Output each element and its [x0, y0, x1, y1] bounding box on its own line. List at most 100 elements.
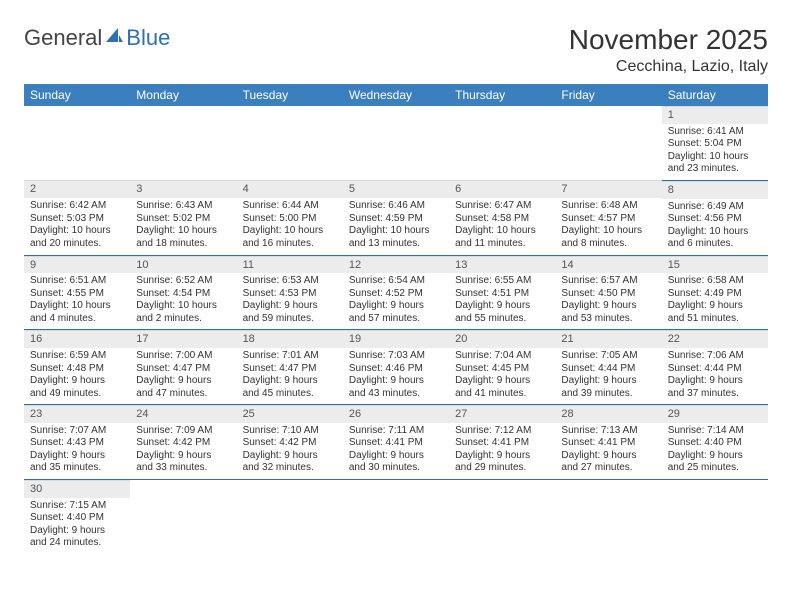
- day-number: 14: [555, 256, 661, 274]
- sunset-text: Sunset: 4:41 PM: [455, 437, 549, 450]
- sunset-text: Sunset: 4:52 PM: [349, 288, 443, 301]
- calendar-cell: 26Sunrise: 7:11 AMSunset: 4:41 PMDayligh…: [343, 405, 449, 480]
- page-title: November 2025: [569, 24, 768, 56]
- day-body: Sunrise: 7:11 AMSunset: 4:41 PMDaylight:…: [343, 423, 449, 479]
- day-number: 27: [449, 405, 555, 423]
- calendar-cell: 10Sunrise: 6:52 AMSunset: 4:54 PMDayligh…: [130, 255, 236, 330]
- daylight-text: Daylight: 9 hours: [349, 375, 443, 388]
- daylight-text: Daylight: 10 hours: [136, 300, 230, 313]
- calendar-cell: 2Sunrise: 6:42 AMSunset: 5:03 PMDaylight…: [24, 180, 130, 255]
- daylight-text: and 24 minutes.: [30, 537, 124, 550]
- calendar-cell: [555, 106, 661, 180]
- calendar-cell: 12Sunrise: 6:54 AMSunset: 4:52 PMDayligh…: [343, 255, 449, 330]
- daylight-text: and 20 minutes.: [30, 238, 124, 251]
- day-number: 6: [449, 180, 555, 198]
- sunrise-text: Sunrise: 6:46 AM: [349, 200, 443, 213]
- sunrise-text: Sunrise: 7:07 AM: [30, 425, 124, 438]
- sunrise-text: Sunrise: 7:12 AM: [455, 425, 549, 438]
- sunset-text: Sunset: 4:41 PM: [349, 437, 443, 450]
- day-body: Sunrise: 7:15 AMSunset: 4:40 PMDaylight:…: [24, 498, 130, 554]
- sunrise-text: Sunrise: 6:51 AM: [30, 275, 124, 288]
- daylight-text: and 2 minutes.: [136, 313, 230, 326]
- day-body: Sunrise: 6:51 AMSunset: 4:55 PMDaylight:…: [24, 273, 130, 329]
- sunrise-text: Sunrise: 7:00 AM: [136, 350, 230, 363]
- day-number: 30: [24, 480, 130, 498]
- sunset-text: Sunset: 5:00 PM: [243, 213, 337, 226]
- calendar-cell: 23Sunrise: 7:07 AMSunset: 4:43 PMDayligh…: [24, 405, 130, 480]
- calendar-cell: 22Sunrise: 7:06 AMSunset: 4:44 PMDayligh…: [662, 330, 768, 405]
- day-body: Sunrise: 7:07 AMSunset: 4:43 PMDaylight:…: [24, 423, 130, 479]
- day-number: 13: [449, 256, 555, 274]
- sunset-text: Sunset: 4:58 PM: [455, 213, 549, 226]
- weekday-header: Wednesday: [343, 84, 449, 106]
- sunrise-text: Sunrise: 6:43 AM: [136, 200, 230, 213]
- daylight-text: Daylight: 9 hours: [243, 375, 337, 388]
- day-number: 3: [130, 180, 236, 198]
- sunrise-text: Sunrise: 6:53 AM: [243, 275, 337, 288]
- day-body: Sunrise: 6:42 AMSunset: 5:03 PMDaylight:…: [24, 198, 130, 254]
- sunset-text: Sunset: 4:56 PM: [668, 213, 762, 226]
- calendar-cell: [343, 479, 449, 553]
- daylight-text: Daylight: 10 hours: [30, 300, 124, 313]
- page-subtitle: Cecchina, Lazio, Italy: [569, 58, 768, 76]
- daylight-text: and 29 minutes.: [455, 462, 549, 475]
- day-body: Sunrise: 6:48 AMSunset: 4:57 PMDaylight:…: [555, 198, 661, 254]
- calendar-table: Sunday Monday Tuesday Wednesday Thursday…: [24, 84, 768, 554]
- sunrise-text: Sunrise: 7:06 AM: [668, 350, 762, 363]
- day-body: Sunrise: 7:14 AMSunset: 4:40 PMDaylight:…: [662, 423, 768, 479]
- sunset-text: Sunset: 4:40 PM: [30, 512, 124, 525]
- daylight-text: and 45 minutes.: [243, 388, 337, 401]
- calendar-row: 9Sunrise: 6:51 AMSunset: 4:55 PMDaylight…: [24, 255, 768, 330]
- calendar-cell: [662, 479, 768, 553]
- daylight-text: and 43 minutes.: [349, 388, 443, 401]
- daylight-text: Daylight: 9 hours: [30, 525, 124, 538]
- daylight-text: Daylight: 9 hours: [243, 300, 337, 313]
- daylight-text: Daylight: 9 hours: [136, 375, 230, 388]
- daylight-text: and 37 minutes.: [668, 388, 762, 401]
- calendar-cell: [449, 106, 555, 180]
- calendar-cell: 6Sunrise: 6:47 AMSunset: 4:58 PMDaylight…: [449, 180, 555, 255]
- day-body: Sunrise: 6:59 AMSunset: 4:48 PMDaylight:…: [24, 348, 130, 404]
- daylight-text: and 59 minutes.: [243, 313, 337, 326]
- daylight-text: Daylight: 9 hours: [243, 450, 337, 463]
- daylight-text: Daylight: 9 hours: [455, 450, 549, 463]
- daylight-text: Daylight: 9 hours: [455, 375, 549, 388]
- sunset-text: Sunset: 4:55 PM: [30, 288, 124, 301]
- calendar-cell: [343, 106, 449, 180]
- weekday-header: Saturday: [662, 84, 768, 106]
- day-number: 19: [343, 330, 449, 348]
- calendar-cell: 15Sunrise: 6:58 AMSunset: 4:49 PMDayligh…: [662, 255, 768, 330]
- day-number: 24: [130, 405, 236, 423]
- logo-text-1: General: [24, 25, 102, 51]
- daylight-text: and 25 minutes.: [668, 462, 762, 475]
- day-body: Sunrise: 6:44 AMSunset: 5:00 PMDaylight:…: [237, 198, 343, 254]
- calendar-cell: 7Sunrise: 6:48 AMSunset: 4:57 PMDaylight…: [555, 180, 661, 255]
- calendar-cell: 14Sunrise: 6:57 AMSunset: 4:50 PMDayligh…: [555, 255, 661, 330]
- sunset-text: Sunset: 4:53 PM: [243, 288, 337, 301]
- daylight-text: and 53 minutes.: [561, 313, 655, 326]
- weekday-header: Monday: [130, 84, 236, 106]
- daylight-text: Daylight: 10 hours: [349, 225, 443, 238]
- daylight-text: Daylight: 10 hours: [455, 225, 549, 238]
- daylight-text: and 33 minutes.: [136, 462, 230, 475]
- calendar-cell: 24Sunrise: 7:09 AMSunset: 4:42 PMDayligh…: [130, 405, 236, 480]
- calendar-cell: [130, 479, 236, 553]
- calendar-cell: [237, 479, 343, 553]
- day-number: 28: [555, 405, 661, 423]
- calendar-cell: 28Sunrise: 7:13 AMSunset: 4:41 PMDayligh…: [555, 405, 661, 480]
- daylight-text: and 30 minutes.: [349, 462, 443, 475]
- calendar-cell: 20Sunrise: 7:04 AMSunset: 4:45 PMDayligh…: [449, 330, 555, 405]
- sunset-text: Sunset: 4:40 PM: [668, 437, 762, 450]
- daylight-text: and 49 minutes.: [30, 388, 124, 401]
- day-body: Sunrise: 7:04 AMSunset: 4:45 PMDaylight:…: [449, 348, 555, 404]
- day-body: Sunrise: 6:46 AMSunset: 4:59 PMDaylight:…: [343, 198, 449, 254]
- calendar-cell: [24, 106, 130, 180]
- day-number: 15: [662, 256, 768, 274]
- daylight-text: Daylight: 10 hours: [561, 225, 655, 238]
- sunset-text: Sunset: 4:44 PM: [668, 363, 762, 376]
- calendar-cell: [555, 479, 661, 553]
- sunrise-text: Sunrise: 7:01 AM: [243, 350, 337, 363]
- daylight-text: Daylight: 9 hours: [349, 300, 443, 313]
- sunset-text: Sunset: 4:48 PM: [30, 363, 124, 376]
- daylight-text: and 11 minutes.: [455, 238, 549, 251]
